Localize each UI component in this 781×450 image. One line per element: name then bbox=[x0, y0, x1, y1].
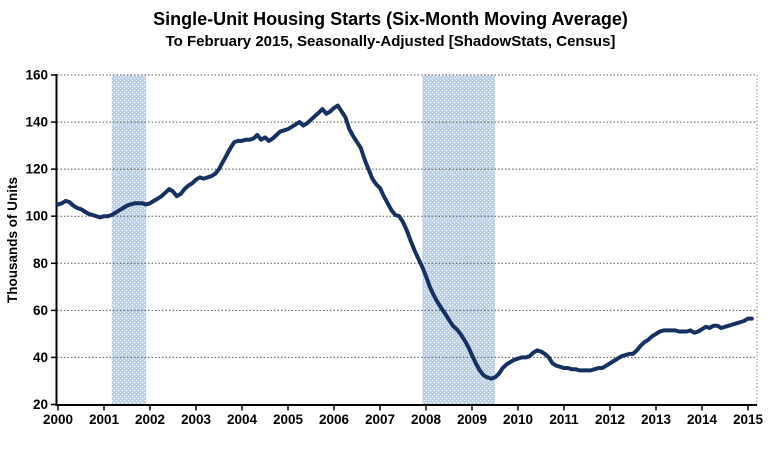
x-tick-label: 2005 bbox=[273, 412, 304, 427]
x-tick-label: 2003 bbox=[181, 412, 212, 427]
data-line bbox=[56, 103, 754, 381]
y-tick-label: 60 bbox=[33, 303, 48, 318]
y-tick-label: 40 bbox=[33, 350, 48, 365]
recession-band bbox=[111, 75, 147, 404]
axis-ticks bbox=[51, 74, 749, 411]
y-tick-label: 140 bbox=[25, 115, 48, 130]
recession-band bbox=[422, 75, 495, 404]
chart-title: Single-Unit Housing Starts (Six-Month Mo… bbox=[153, 9, 628, 29]
y-tick-label: 160 bbox=[25, 68, 48, 83]
x-tick-label: 2008 bbox=[411, 412, 442, 427]
x-tick-label: 2006 bbox=[319, 412, 350, 427]
y-axis-title-label: Thousands of Units bbox=[5, 177, 20, 303]
gridlines bbox=[57, 74, 757, 358]
x-tick-label: 2011 bbox=[549, 412, 579, 427]
x-tick-label: 2009 bbox=[457, 412, 487, 427]
x-tick-label: 2001 bbox=[89, 412, 120, 427]
x-tick-label: 2007 bbox=[365, 412, 395, 427]
y-axis-title: Thousands of Units bbox=[5, 177, 20, 303]
x-tick-label: 2012 bbox=[595, 412, 625, 427]
x-tick-label: 2010 bbox=[503, 412, 533, 427]
chart-subtitle: To February 2015, Seasonally-Adjusted [S… bbox=[165, 33, 616, 50]
x-tick-label: 2013 bbox=[641, 412, 672, 427]
axis-tick-labels: 20 40 60 80 100 120 140 160 2000 2001 2002 2003 2004… bbox=[25, 68, 763, 428]
y-tick-label: 100 bbox=[25, 209, 48, 224]
x-tick-label: 2014 bbox=[687, 412, 718, 427]
x-tick-label: 2002 bbox=[135, 412, 165, 427]
series-line bbox=[56, 103, 754, 381]
x-tick-label: 2015 bbox=[733, 412, 764, 427]
recession-bands bbox=[111, 75, 495, 404]
y-tick-label: 80 bbox=[33, 256, 48, 271]
axes bbox=[55, 74, 757, 406]
y-tick-label: 20 bbox=[33, 397, 48, 412]
y-tick-label: 120 bbox=[25, 162, 48, 177]
x-tick-label: 2004 bbox=[227, 412, 258, 427]
x-tick-label: 2000 bbox=[43, 412, 73, 427]
